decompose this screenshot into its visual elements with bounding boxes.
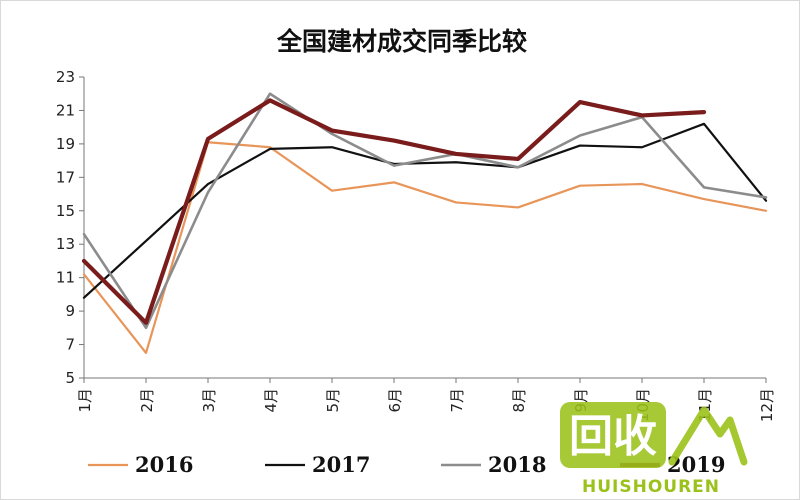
y-tick-label: 15: [56, 202, 75, 220]
series-line-2018: [82, 92, 768, 330]
y-tick-label: 13: [56, 235, 75, 253]
legend: 2016 2017 2018 2019: [88, 452, 725, 477]
x-tick-label: 2月: [138, 388, 156, 413]
x-tick-label: 3月: [200, 388, 218, 413]
y-tick-label: 21: [56, 101, 75, 119]
watermark-brand-text: HUISHOUREN: [582, 477, 720, 497]
x-tick-label: 8月: [510, 388, 528, 413]
watermark-logo-text: 回收: [569, 411, 657, 462]
legend-label-2016: 2016: [135, 452, 193, 477]
y-tick-label: 9: [65, 302, 75, 320]
chart-title: 全国建材成交同季比较: [276, 27, 527, 56]
x-tick-label: 12月: [758, 388, 776, 422]
x-tick-label: 4月: [262, 388, 280, 413]
x-tick-label: 1月: [76, 388, 94, 413]
legend-label-2018: 2018: [488, 452, 546, 477]
x-tick-label: 6月: [386, 388, 404, 413]
y-tick-label: 19: [56, 135, 75, 153]
y-tick-label: 17: [56, 168, 75, 186]
y-tick-label: 23: [56, 68, 75, 86]
legend-label-2017: 2017: [312, 452, 370, 477]
watermark-logo: 回收 HUISHOUREN: [560, 402, 748, 497]
y-tick-label: 7: [65, 336, 75, 354]
y-tick-label: 11: [56, 269, 75, 287]
x-tick-label: 7月: [448, 388, 466, 413]
watermark-badge: [560, 402, 666, 468]
series-lines: [81, 92, 768, 355]
series-line-2016: [82, 141, 768, 355]
y-tick-label: 5: [65, 369, 75, 387]
series-line-2017: [82, 122, 768, 299]
axes: 579111315171921231月2月3月4月5月6月7月8月9月10月11…: [56, 68, 776, 422]
watermark-person-icon: [668, 406, 748, 466]
x-tick-label: 5月: [324, 388, 342, 413]
series-line-2019: [81, 98, 707, 325]
